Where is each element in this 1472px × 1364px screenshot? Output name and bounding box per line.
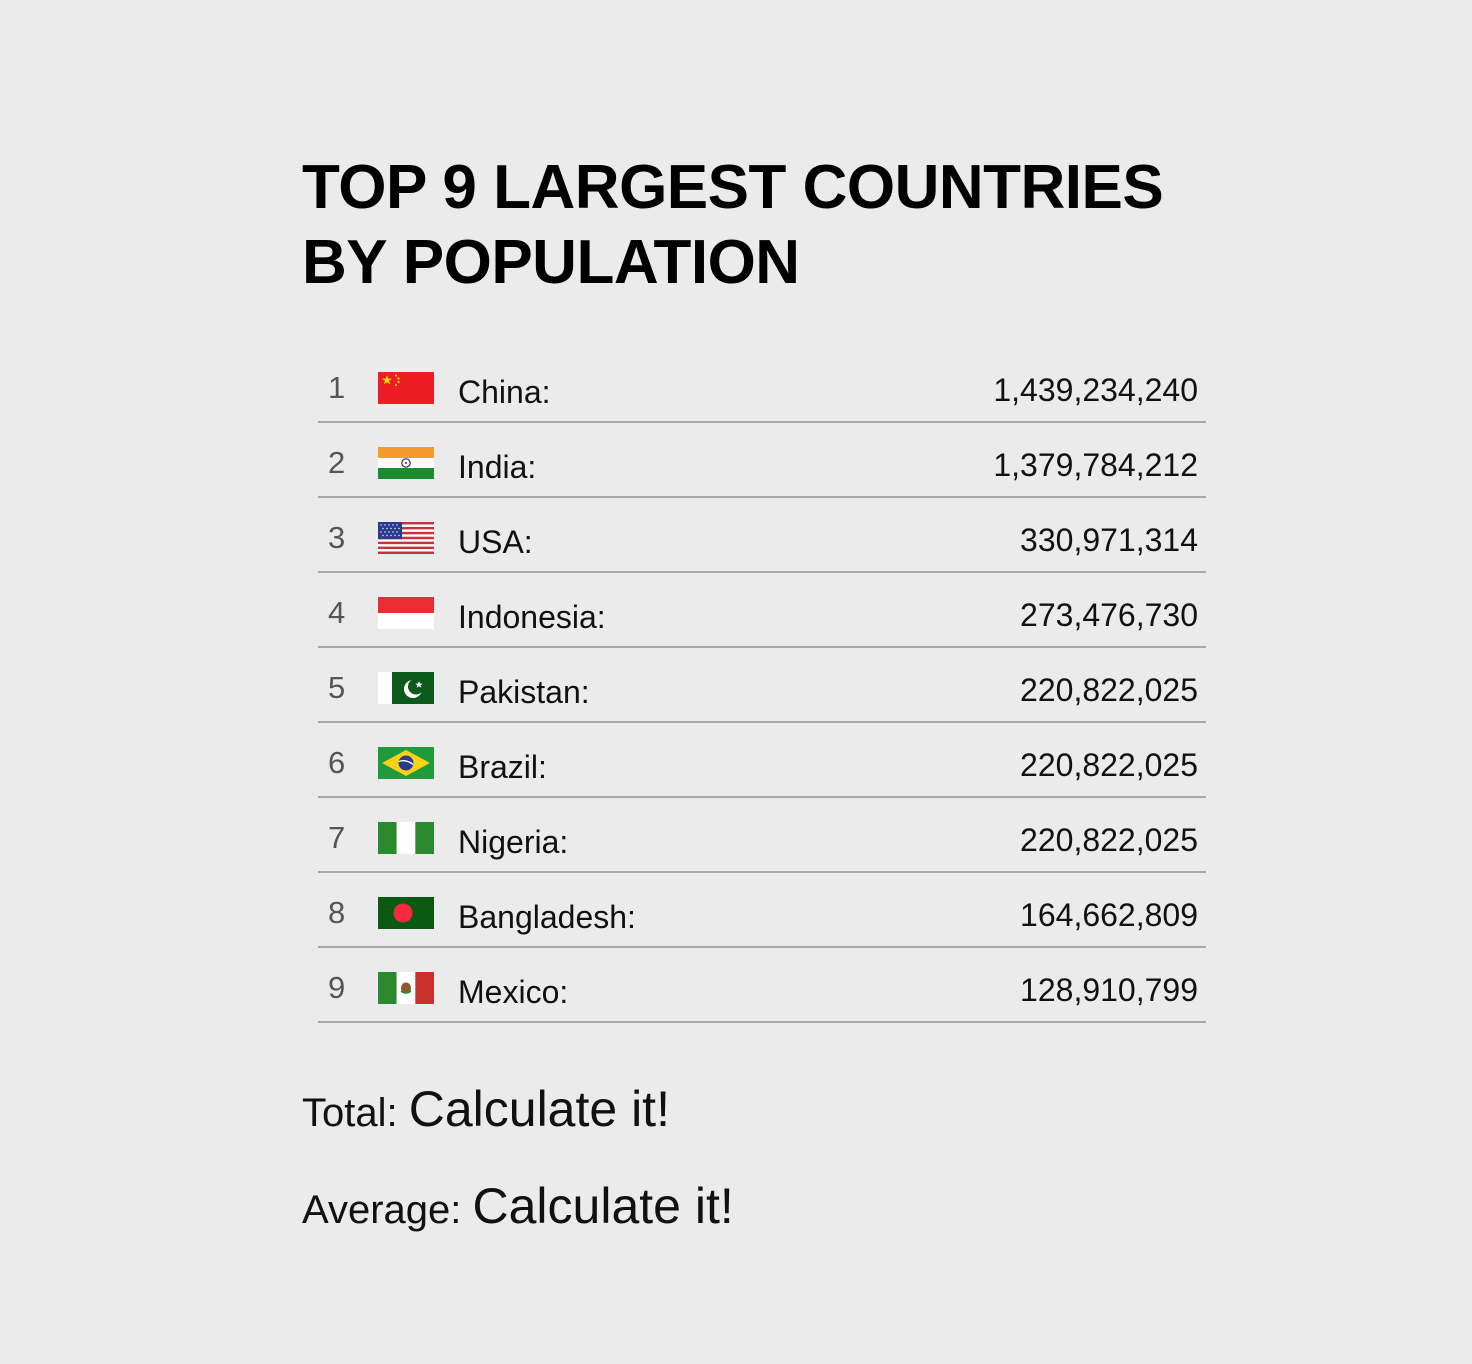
country-row: 1 China: 1,439,234,240: [318, 348, 1206, 423]
country-name: Brazil:: [458, 749, 547, 785]
country-row: 3 USA: 330,971,314: [318, 498, 1206, 573]
country-list: 1 China: 1,439,234,240 2 India: 1,379,78…: [318, 348, 1206, 1023]
population-value: 220,822,025: [1020, 747, 1198, 783]
rank-number: 4: [328, 595, 346, 630]
country-row: 5 Pakistan: 220,822,025: [318, 648, 1206, 723]
population-value: 273,476,730: [1020, 597, 1198, 633]
country-name: India:: [458, 449, 537, 485]
total-calculate-button[interactable]: Calculate it!: [408, 1081, 670, 1137]
country-name: Bangladesh:: [458, 899, 636, 935]
flag-china-icon: [378, 372, 434, 404]
flag-brazil-icon: [378, 747, 434, 779]
country-row: 8 Bangladesh: 164,662,809: [318, 873, 1206, 948]
country-name: Pakistan:: [458, 674, 590, 710]
population-value: 220,822,025: [1020, 672, 1198, 708]
population-value: 220,822,025: [1020, 822, 1198, 858]
total-label: Total:: [302, 1091, 398, 1135]
country-row: 6 Brazil: 220,822,025: [318, 723, 1206, 798]
rank-number: 3: [328, 520, 346, 555]
average-label: Average:: [302, 1188, 462, 1232]
rank-number: 6: [328, 745, 346, 780]
rank-number: 5: [328, 670, 346, 705]
country-row: 4 Indonesia: 273,476,730: [318, 573, 1206, 648]
total-summary: Total: Calculate it!: [302, 1080, 670, 1138]
population-value: 164,662,809: [1020, 897, 1198, 933]
flag-usa-icon: [378, 522, 434, 554]
flag-indonesia-icon: [378, 597, 434, 629]
population-value: 128,910,799: [1020, 972, 1198, 1008]
rank-number: 8: [328, 895, 346, 930]
population-value: 1,379,784,212: [993, 447, 1198, 483]
flag-bangladesh-icon: [378, 897, 434, 929]
population-value: 1,439,234,240: [993, 372, 1198, 408]
country-row: 2 India: 1,379,784,212: [318, 423, 1206, 498]
rank-number: 1: [328, 370, 346, 405]
country-row: 9 Mexico: 128,910,799: [318, 948, 1206, 1023]
country-name: USA:: [458, 524, 533, 560]
page-title: TOP 9 LARGEST COUNTRIES BY POPULATION: [302, 153, 1164, 297]
average-summary: Average: Calculate it!: [302, 1177, 734, 1235]
population-value: 330,971,314: [1020, 522, 1198, 558]
country-name: Nigeria:: [458, 824, 569, 860]
rank-number: 7: [328, 820, 346, 855]
flag-mexico-icon: [378, 972, 434, 1004]
flag-india-icon: [378, 447, 434, 479]
country-name: China:: [458, 374, 551, 410]
flag-pakistan-icon: [378, 672, 434, 704]
flag-nigeria-icon: [378, 822, 434, 854]
country-name: Mexico:: [458, 974, 569, 1010]
rank-number: 9: [328, 970, 346, 1005]
country-row: 7 Nigeria: 220,822,025: [318, 798, 1206, 873]
rank-number: 2: [328, 445, 346, 480]
average-calculate-button[interactable]: Calculate it!: [472, 1178, 734, 1234]
country-name: Indonesia:: [458, 599, 606, 635]
